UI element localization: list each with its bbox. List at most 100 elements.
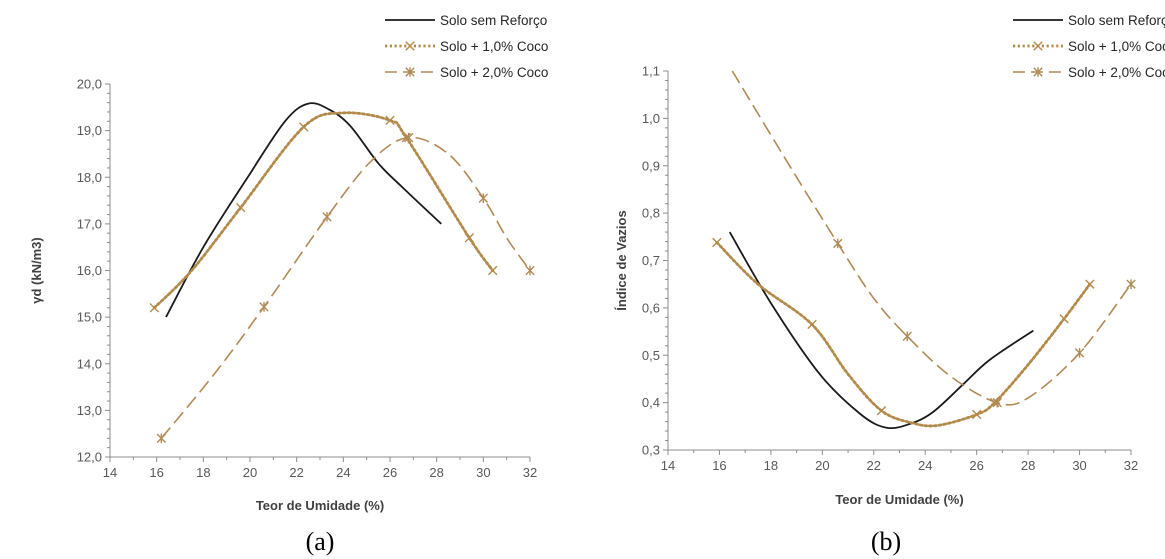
legend-item: Solo sem Reforço [1013,13,1165,28]
data-point-marker [833,238,843,249]
x-tick-label: 30 [1072,458,1086,473]
series-line [152,111,495,310]
y-tick-label: 0,9 [642,158,660,173]
y-tick-label: 1,0 [642,111,660,126]
legend-marker [405,41,415,51]
data-point-marker [235,202,246,213]
x-tick-label: 24 [918,458,932,473]
y-tick-label: 0,8 [642,206,660,221]
data-point-marker [487,265,498,276]
data-point-marker [478,193,489,204]
legend-item: Solo + 2,0% Coco [1013,65,1165,80]
series-line [160,136,531,439]
data-point-marker [902,331,912,342]
y-tick-label: 18,0 [77,170,102,185]
chart-b: 14 16 18 20 22 24 26 28 30 32 0,3 0,4 0,5 0,6 0,7 0,8 0,… [614,13,1165,556]
chart-a: 14 16 18 20 22 24 26 28 30 32 12,0 13,0 14,0 15,0 16,0… [29,13,548,556]
data-point-marker [1059,314,1069,324]
data-point-marker-stroke-1 [385,115,395,126]
data-point-marker [1074,348,1085,358]
series-line [731,70,1132,406]
x-tick-label: 16 [712,458,726,473]
data-point-marker [1126,279,1136,289]
data-point-marker [525,265,535,276]
y-tick-label: 13,0 [77,403,102,418]
legend-label: Solo + 1,0% Coco [440,39,548,54]
axes: 14 16 18 20 22 24 26 28 30 32 0,3 0,4 0,5 0,6 0,7 0,8 0,… [642,64,1138,474]
data-point-marker [712,237,722,248]
data-point-marker [876,405,887,416]
y-tick-label: 0,7 [642,253,660,268]
legend-label: Solo + 1,0% Coco [1068,39,1165,54]
data-point-marker [259,302,269,312]
data-point-marker [1085,279,1095,289]
x-tick-label: 26 [969,458,983,473]
y-tick-label: 17,0 [77,216,102,231]
data-point-marker [156,433,167,444]
x-tick-label: 18 [764,458,778,473]
data-point-marker-stroke-1 [487,265,498,276]
legend: Solo sem Reforço Solo + 1,0% Coco Solo + 2… [1013,13,1165,80]
y-tick-label: 20,0 [77,77,102,92]
y-tick-label: 1,1 [642,64,660,79]
y-tick-label: 12,0 [77,450,102,465]
x-tick-label: 18 [196,465,210,480]
series-line [165,102,442,318]
y-tick-label: 0,5 [642,348,660,363]
series-1 [728,231,1034,430]
data-point-marker-stroke-1 [235,202,246,213]
x-axis-title: Teor de Umidade (%) [835,492,963,507]
x-axis-title: Teor de Umidade (%) [256,498,384,513]
data-point-marker-stroke-1 [1085,279,1095,289]
x-tick-label: 32 [523,465,537,480]
data-point-marker-stroke-1 [464,233,475,243]
legend-label: Solo + 2,0% Coco [1068,65,1165,80]
data-point-marker-stroke-1 [712,237,722,248]
legend-item: Solo + 2,0% Coco [385,65,548,80]
series-1 [165,102,442,318]
data-point-marker-stroke-1 [876,405,887,416]
legend-marker-stroke-1 [405,41,415,51]
legend-item: Solo + 1,0% Coco [1013,39,1165,54]
series-3 [731,70,1136,408]
legend: Solo sem Reforço Solo + 1,0% Coco Solo + 2… [385,13,548,80]
x-tick-label: 20 [243,465,257,480]
y-tick-label: 16,0 [77,263,102,278]
y-tick-label: 14,0 [77,356,102,371]
series-3 [156,132,535,444]
y-tick-label: 0,4 [642,395,660,410]
figure-caption: (b) [871,527,901,556]
data-point-marker [322,212,332,222]
data-point-marker [149,303,160,313]
data-point-marker-stroke-1 [807,319,817,330]
x-tick-label: 16 [149,465,163,480]
x-tick-label: 24 [336,465,350,480]
legend-label: Solo + 2,0% Coco [440,65,548,80]
y-axis-title: γd (kN/m3) [29,237,44,303]
x-tick-label: 14 [661,458,675,473]
x-tick-label: 20 [815,458,829,473]
data-point-marker [807,319,817,330]
data-point-marker [403,132,414,143]
y-tick-label: 19,0 [77,123,102,138]
x-tick-label: 26 [383,465,397,480]
legend-label: Solo sem Reforço [440,13,547,28]
axes: 14 16 18 20 22 24 26 28 30 32 12,0 13,0 14,0 15,0 16,0… [77,77,538,481]
legend-marker [1033,41,1043,51]
legend-item: Solo + 1,0% Coco [385,39,548,54]
y-tick-label: 15,0 [77,310,102,325]
x-tick-label: 22 [867,458,881,473]
legend-item: Solo sem Reforço [385,13,547,28]
x-tick-label: 22 [289,465,303,480]
data-point-marker [464,233,475,243]
data-point-marker-stroke-1 [298,122,309,132]
x-tick-label: 28 [1021,458,1035,473]
data-point-marker-stroke-1 [149,303,160,313]
y-tick-label: 0,3 [642,443,660,458]
legend-marker [405,67,415,77]
legend-label: Solo sem Reforço [1068,13,1165,28]
data-point-marker [971,409,982,420]
x-tick-label: 32 [1124,458,1138,473]
y-tick-label: 0,6 [642,300,660,315]
